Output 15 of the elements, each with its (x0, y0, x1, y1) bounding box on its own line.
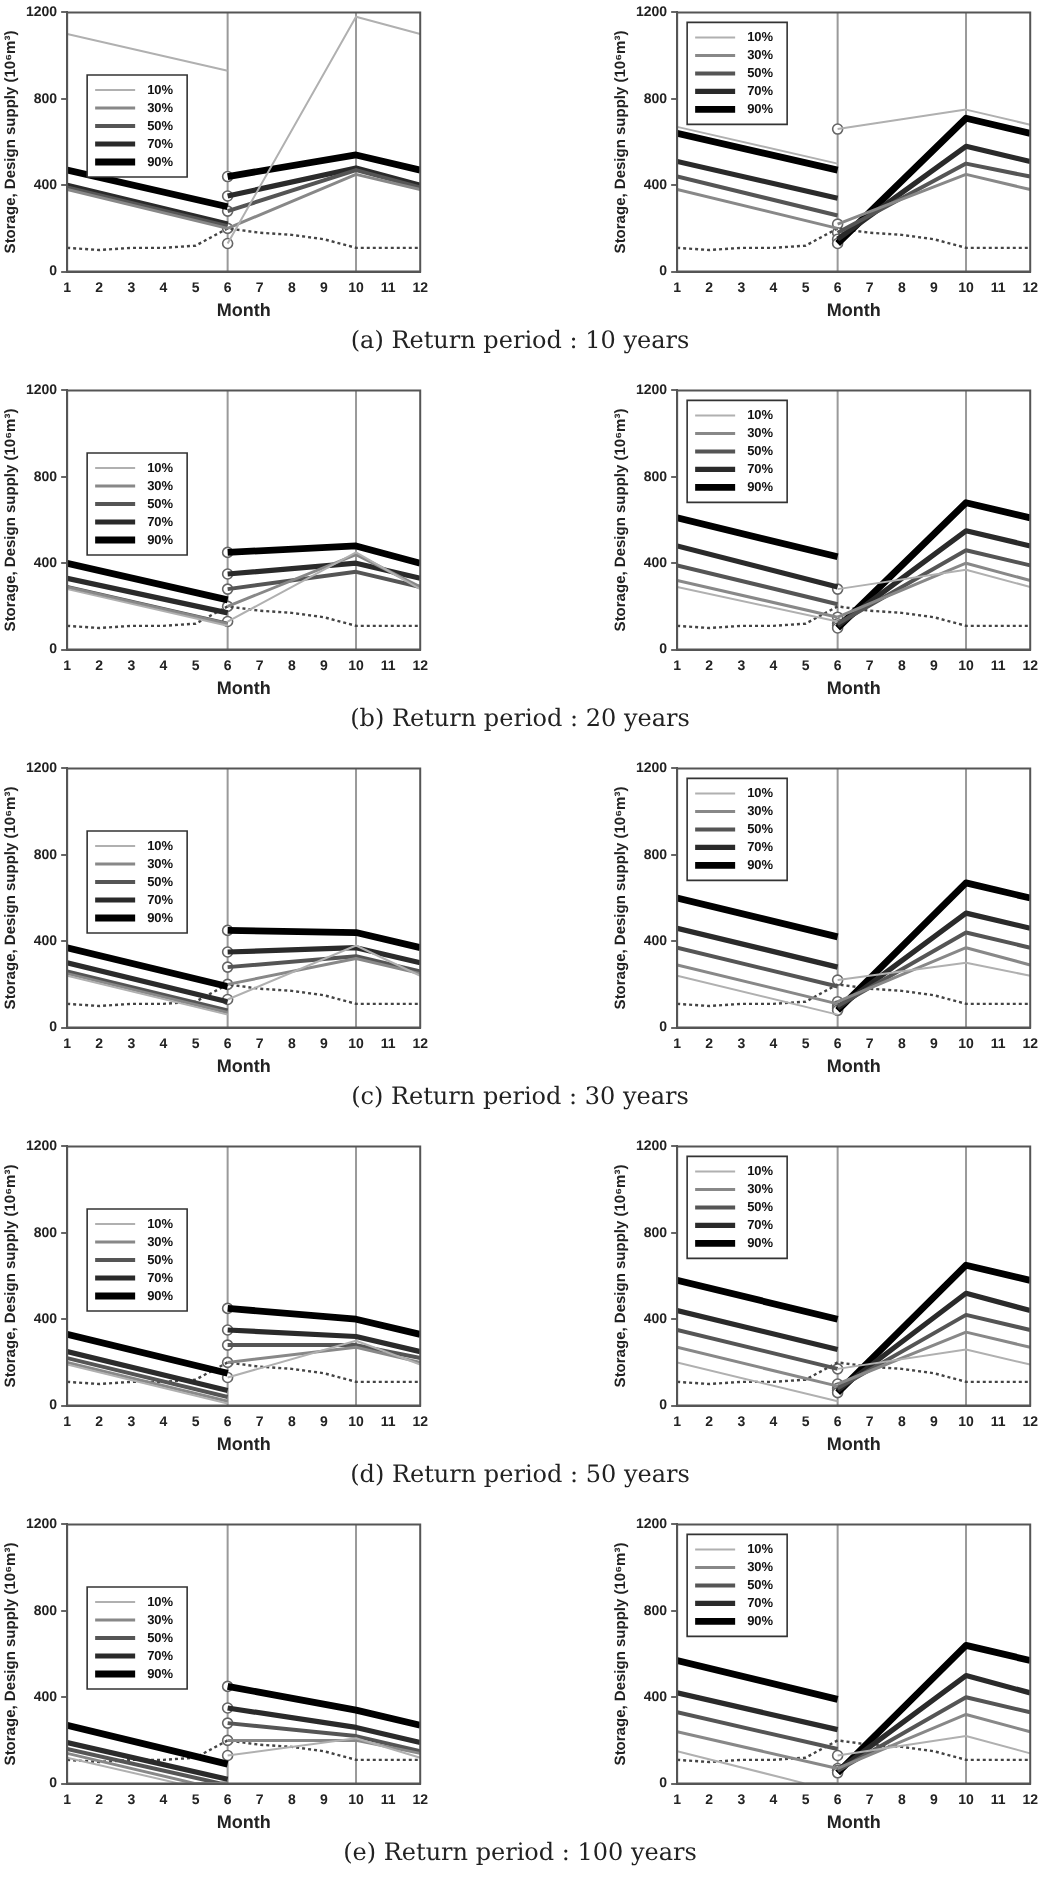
text: (c) Return period : 30 years (349, 1082, 691, 1110)
text: (d) Return period : 50 years (348, 1460, 692, 1488)
text: (b) Return period : 20 years (348, 704, 692, 732)
x-axis-title: Month (216, 1056, 271, 1077)
x-axis-title: Month (826, 1434, 881, 1455)
x-axis-title: Month (216, 1434, 271, 1455)
x-axis-title: Month (826, 1812, 881, 1833)
x-axis-title: Month (826, 300, 881, 321)
x-axis-title: Month (216, 1812, 271, 1833)
text: (e) Return period : 100 years (341, 1838, 699, 1866)
x-axis-title: Month (216, 678, 271, 699)
x-axis-title: Month (826, 1056, 881, 1077)
x-axis-title: Month (216, 300, 271, 321)
x-axis-title: Month (826, 678, 881, 699)
text: (a) Return period : 10 years (348, 326, 692, 354)
